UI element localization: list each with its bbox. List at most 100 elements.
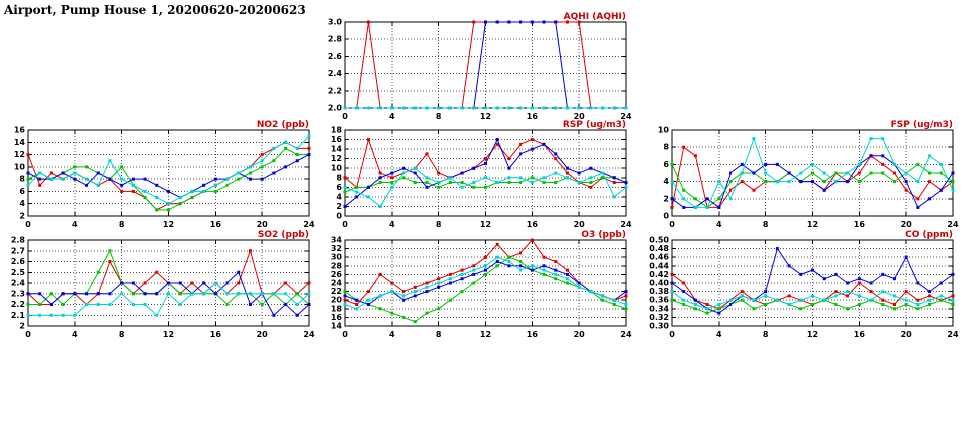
data-point-marker — [437, 171, 441, 175]
y-tick-label: 0 — [336, 212, 342, 221]
data-point-marker — [202, 183, 206, 187]
data-point-marker — [26, 177, 30, 181]
x-tick-label: 20 — [257, 220, 269, 229]
data-point-marker — [904, 188, 908, 192]
data-point-marker — [248, 249, 252, 253]
data-point-marker — [402, 176, 406, 180]
data-point-marker — [378, 106, 382, 110]
data-point-marker — [519, 251, 523, 255]
data-point-marker — [589, 290, 593, 294]
data-point-marker — [892, 294, 896, 298]
data-point-marker — [519, 181, 523, 185]
data-point-marker — [108, 249, 112, 253]
y-tick-label: 3.0 — [328, 18, 343, 27]
data-point-marker — [857, 281, 861, 285]
data-point-marker — [448, 181, 452, 185]
data-point-marker — [928, 154, 932, 158]
data-point-marker — [96, 183, 100, 187]
data-point-marker — [49, 313, 53, 317]
y-tick-label: 2.8 — [11, 236, 26, 245]
y-tick-label: 0.42 — [649, 270, 669, 279]
data-point-marker — [108, 159, 112, 163]
data-point-marker — [507, 157, 511, 161]
chart-fsp: 0 2 4 6 8 10 0 4 8 12 16 20 24 FSP (ug/m3) — [638, 118, 961, 238]
data-point-marker — [178, 202, 182, 206]
data-point-marker — [601, 298, 605, 302]
data-point-marker — [530, 264, 534, 268]
y-tick-label: 6 — [19, 187, 25, 196]
x-tick-label: 20 — [901, 220, 913, 229]
y-tick-label: 2.7 — [11, 246, 25, 255]
data-point-marker — [284, 165, 288, 169]
data-point-marker — [248, 303, 252, 306]
data-point-marker — [437, 307, 441, 311]
data-point-marker — [448, 176, 452, 180]
data-point-marker — [343, 190, 347, 194]
data-point-marker — [881, 162, 885, 166]
data-point-marker — [495, 138, 499, 142]
data-point-marker — [892, 162, 896, 166]
x-tick-label: 24 — [620, 220, 632, 229]
x-tick-label: 4 — [716, 330, 722, 339]
y-tick-label: 2 — [19, 212, 25, 221]
data-point-marker — [565, 20, 569, 24]
data-point-marker — [916, 281, 920, 285]
data-point-marker — [343, 106, 347, 110]
data-point-marker — [811, 303, 814, 306]
data-point-marker — [437, 277, 441, 281]
data-point-marker — [752, 307, 756, 311]
data-point-marker — [167, 292, 170, 296]
data-point-marker — [237, 281, 241, 285]
data-point-marker — [565, 281, 569, 285]
data-point-marker — [413, 285, 417, 289]
data-point-marker — [73, 177, 77, 181]
chart-title: SO2 (ppb) — [258, 230, 309, 240]
data-point-marker — [167, 208, 170, 212]
data-point-marker — [787, 294, 791, 298]
data-point-marker — [460, 268, 464, 272]
data-point-marker — [248, 177, 252, 181]
x-tick-label: 12 — [480, 220, 491, 229]
data-point-marker — [519, 264, 523, 268]
data-point-marker — [26, 153, 30, 157]
y-tick-label: 0.34 — [649, 304, 669, 313]
data-point-marker — [951, 188, 955, 192]
page-title: Airport, Pump House 1, 20200620-20200623 — [4, 3, 306, 17]
y-tick-label: 18 — [331, 304, 343, 313]
data-point-marker — [260, 292, 264, 296]
data-point-marker — [822, 180, 826, 184]
y-tick-label: 2 — [663, 194, 669, 203]
data-point-marker — [190, 196, 194, 200]
data-point-marker — [120, 183, 124, 187]
data-point-marker — [402, 298, 406, 302]
x-tick-label: 8 — [436, 220, 442, 229]
chart-aqhi: 2.0 2.2 2.4 2.6 2.8 3.0 0 4 8 12 16 20 24 AQHI (AQHI) — [311, 10, 634, 130]
data-point-marker — [764, 294, 768, 298]
data-point-marker — [764, 303, 768, 306]
y-tick-label: 14 — [14, 138, 26, 147]
data-point-marker — [484, 157, 487, 161]
data-point-marker — [484, 185, 487, 189]
data-point-marker — [437, 181, 441, 185]
y-tick-label: 10 — [331, 164, 343, 173]
data-point-marker — [705, 307, 709, 311]
data-point-marker — [542, 20, 546, 24]
data-point-marker — [460, 290, 464, 294]
data-point-marker — [928, 298, 932, 302]
data-point-marker — [693, 303, 697, 306]
y-tick-label: 0.44 — [649, 261, 669, 270]
data-point-marker — [413, 106, 417, 110]
data-point-marker — [869, 290, 873, 294]
x-tick-label: 20 — [901, 330, 913, 339]
data-point-marker — [764, 290, 768, 294]
data-point-marker — [624, 181, 628, 185]
data-point-marker — [624, 106, 628, 110]
data-point-marker — [577, 181, 581, 185]
data-point-marker — [519, 142, 523, 146]
y-tick-label: 6 — [663, 160, 669, 169]
data-point-marker — [213, 189, 217, 193]
data-point-marker — [237, 270, 241, 274]
data-point-marker — [307, 146, 311, 150]
data-point-marker — [155, 313, 159, 317]
data-point-marker — [951, 298, 955, 302]
